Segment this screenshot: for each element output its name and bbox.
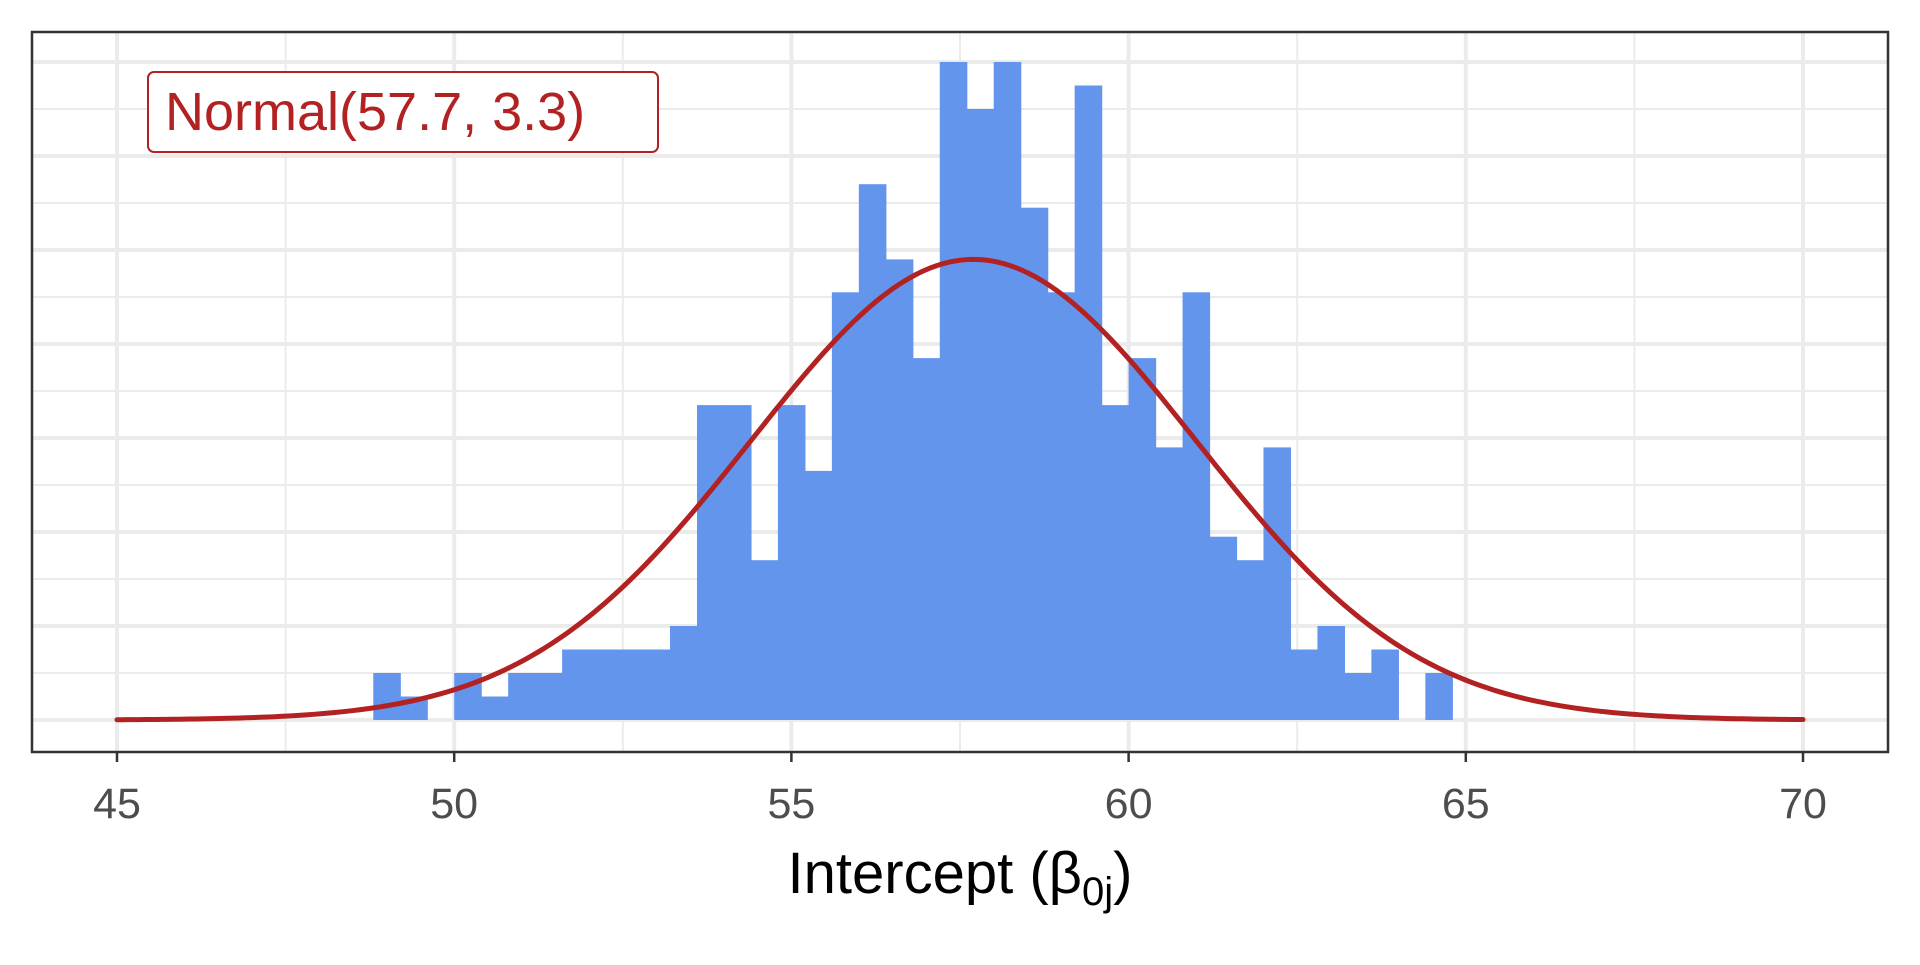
histogram-bar — [696, 405, 725, 720]
histogram-bar — [939, 62, 968, 720]
annotation-box — [147, 71, 659, 153]
histogram-bar — [1425, 673, 1453, 720]
histogram-bar — [1047, 292, 1076, 720]
x-tick-label: 70 — [1779, 780, 1827, 828]
x-tick-label: 65 — [1442, 780, 1490, 828]
histogram-bar — [1290, 649, 1319, 720]
annotation-label: Normal(57.7, 3.3) — [165, 82, 585, 142]
histogram-bar — [1236, 560, 1265, 720]
histogram-bar — [643, 649, 671, 720]
x-axis: 45 50 55 60 65 70 — [93, 752, 1827, 828]
histogram-bar — [1263, 447, 1292, 720]
x-tick-label: 55 — [767, 780, 815, 828]
histogram-bar — [1317, 626, 1346, 720]
x-axis-title: Intercept (β0j) — [788, 841, 1133, 914]
histogram-bar — [481, 696, 509, 720]
histogram-bar — [993, 62, 1022, 720]
histogram-bar — [1209, 536, 1238, 720]
histogram-bar — [777, 405, 806, 720]
histogram-bar — [616, 649, 644, 720]
histogram-bar — [1101, 405, 1130, 720]
histogram-bar — [1182, 292, 1211, 720]
histogram-bar — [589, 649, 617, 720]
histogram-bar — [1020, 207, 1049, 720]
histogram-bar — [750, 560, 779, 720]
histogram-bar — [562, 649, 590, 720]
histogram-bar — [373, 673, 401, 720]
density-curve-layer — [114, 256, 1806, 723]
histogram-bar — [670, 626, 698, 720]
histogram-bar — [1371, 649, 1399, 720]
histogram-bar — [1128, 358, 1157, 720]
histogram-bar — [1344, 673, 1372, 720]
x-tick-label: 60 — [1105, 780, 1153, 828]
x-tick-label: 50 — [430, 780, 478, 828]
histogram-bar — [723, 405, 752, 720]
histogram-bar — [912, 358, 941, 720]
histogram-bar — [1074, 85, 1103, 720]
annotation-layer: Normal(57.7, 3.3) — [147, 71, 659, 153]
histogram-bar — [885, 259, 914, 720]
histogram-bar — [508, 673, 536, 720]
histogram-bar — [1155, 447, 1184, 720]
histogram-bar — [831, 292, 860, 720]
histogram-bar — [804, 470, 833, 720]
histogram-bar — [858, 184, 887, 720]
histogram-bars — [373, 62, 1453, 720]
normal-density-curve — [114, 256, 1806, 723]
panel-border — [30, 30, 1890, 754]
histogram-bar — [966, 109, 995, 720]
histogram-bar — [535, 673, 563, 720]
x-tick-label: 45 — [93, 780, 141, 828]
